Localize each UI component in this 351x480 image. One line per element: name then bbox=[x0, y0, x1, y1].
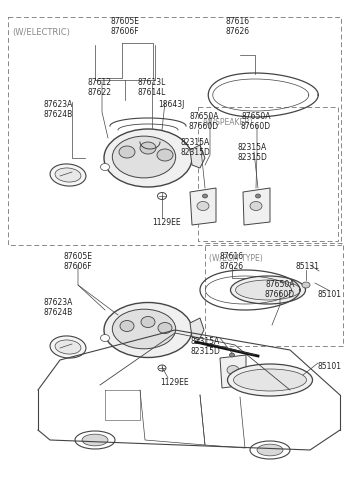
Ellipse shape bbox=[120, 321, 134, 332]
Ellipse shape bbox=[75, 431, 115, 449]
Ellipse shape bbox=[141, 316, 155, 327]
Text: (W/ECM TYPE): (W/ECM TYPE) bbox=[209, 254, 263, 263]
Ellipse shape bbox=[236, 280, 300, 300]
Text: 82315A
82315D: 82315A 82315D bbox=[237, 143, 267, 162]
Text: (W/ELECTRIC): (W/ELECTRIC) bbox=[12, 28, 70, 37]
Ellipse shape bbox=[50, 336, 86, 358]
Ellipse shape bbox=[104, 302, 192, 358]
Ellipse shape bbox=[158, 192, 166, 200]
Text: 85101: 85101 bbox=[318, 362, 342, 371]
Ellipse shape bbox=[104, 129, 192, 187]
Ellipse shape bbox=[157, 149, 173, 161]
Polygon shape bbox=[220, 355, 246, 388]
Text: 18643J: 18643J bbox=[158, 100, 184, 109]
Text: 87623A
87624B: 87623A 87624B bbox=[43, 298, 73, 317]
Ellipse shape bbox=[227, 364, 312, 396]
Ellipse shape bbox=[112, 309, 176, 349]
Ellipse shape bbox=[231, 276, 305, 304]
Ellipse shape bbox=[100, 164, 110, 170]
Text: (W/SPEAKER): (W/SPEAKER) bbox=[202, 118, 253, 127]
Text: 87650A
87660D: 87650A 87660D bbox=[265, 280, 295, 300]
Ellipse shape bbox=[230, 353, 234, 357]
Ellipse shape bbox=[140, 142, 156, 154]
Ellipse shape bbox=[302, 282, 310, 288]
Text: 82315A
82315D: 82315A 82315D bbox=[190, 337, 220, 356]
Text: 85101: 85101 bbox=[318, 290, 342, 299]
Text: 85131: 85131 bbox=[296, 262, 320, 271]
Ellipse shape bbox=[158, 323, 172, 334]
Polygon shape bbox=[190, 318, 204, 340]
Ellipse shape bbox=[203, 194, 207, 198]
Ellipse shape bbox=[158, 365, 166, 371]
Text: 87616
87626: 87616 87626 bbox=[220, 252, 244, 271]
Text: 87616
87626: 87616 87626 bbox=[226, 17, 250, 36]
Text: 1129EE: 1129EE bbox=[153, 218, 181, 227]
Ellipse shape bbox=[256, 194, 260, 198]
Bar bbox=[198, 107, 338, 241]
Polygon shape bbox=[243, 188, 270, 225]
Text: 82315A
82315D: 82315A 82315D bbox=[180, 138, 210, 157]
Bar bbox=[8, 17, 341, 245]
Ellipse shape bbox=[82, 434, 108, 446]
Ellipse shape bbox=[227, 365, 239, 374]
Text: 87650A
87660D: 87650A 87660D bbox=[189, 112, 219, 132]
Ellipse shape bbox=[112, 136, 176, 178]
Polygon shape bbox=[190, 188, 216, 225]
Text: 87605E
87606F: 87605E 87606F bbox=[64, 252, 93, 271]
Ellipse shape bbox=[250, 202, 262, 211]
Ellipse shape bbox=[50, 164, 86, 186]
Ellipse shape bbox=[233, 369, 306, 391]
Bar bbox=[205, 243, 343, 346]
Ellipse shape bbox=[257, 444, 283, 456]
Ellipse shape bbox=[55, 340, 81, 354]
Text: 87613L
87614L: 87613L 87614L bbox=[138, 78, 166, 97]
Text: 87623A
87624B: 87623A 87624B bbox=[43, 100, 73, 120]
Ellipse shape bbox=[250, 441, 290, 459]
Text: 87650A
87660D: 87650A 87660D bbox=[241, 112, 271, 132]
Ellipse shape bbox=[100, 335, 110, 341]
Text: 1129EE: 1129EE bbox=[161, 378, 189, 387]
Text: 87605E
87606F: 87605E 87606F bbox=[111, 17, 139, 36]
Text: 87612
87622: 87612 87622 bbox=[87, 78, 111, 97]
Ellipse shape bbox=[119, 146, 135, 158]
Ellipse shape bbox=[197, 202, 209, 211]
Ellipse shape bbox=[55, 168, 81, 182]
Polygon shape bbox=[190, 145, 205, 168]
